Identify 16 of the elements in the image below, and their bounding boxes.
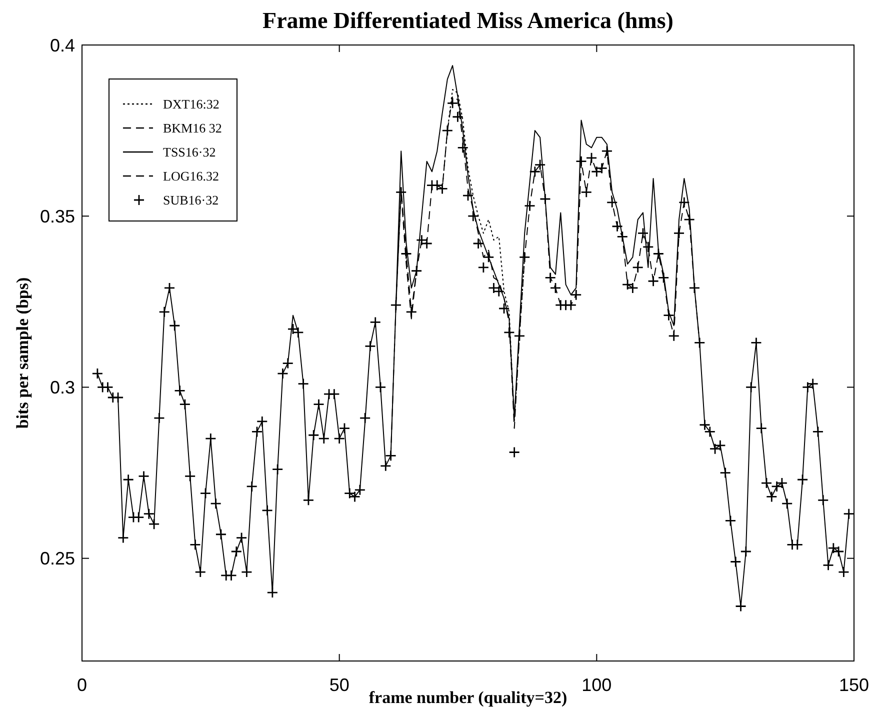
y-axis-title: bits per sample (bps) bbox=[13, 277, 32, 429]
chart-title: Frame Differentiated Miss America (hms) bbox=[262, 8, 674, 33]
x-axis-title: frame number (quality=32) bbox=[368, 688, 568, 707]
legend-label: BKM16 32 bbox=[163, 120, 222, 136]
y-tick-label: 0.4 bbox=[50, 35, 75, 56]
y-tick-label: 0.35 bbox=[40, 206, 75, 226]
x-tick-label: 150 bbox=[838, 675, 870, 695]
legend-label: TSS16·32 bbox=[163, 144, 216, 160]
legend-label: LOG16.32 bbox=[163, 168, 219, 184]
legend-label: DXT16:32 bbox=[163, 96, 220, 112]
x-tick-label: 0 bbox=[76, 675, 88, 695]
y-tick-label: 0.25 bbox=[40, 548, 75, 569]
x-tick-label: 100 bbox=[582, 675, 612, 695]
x-tick-label: 50 bbox=[329, 675, 350, 695]
legend-label: SUB16·32 bbox=[163, 192, 219, 208]
y-tick-label: 0.3 bbox=[50, 378, 75, 398]
